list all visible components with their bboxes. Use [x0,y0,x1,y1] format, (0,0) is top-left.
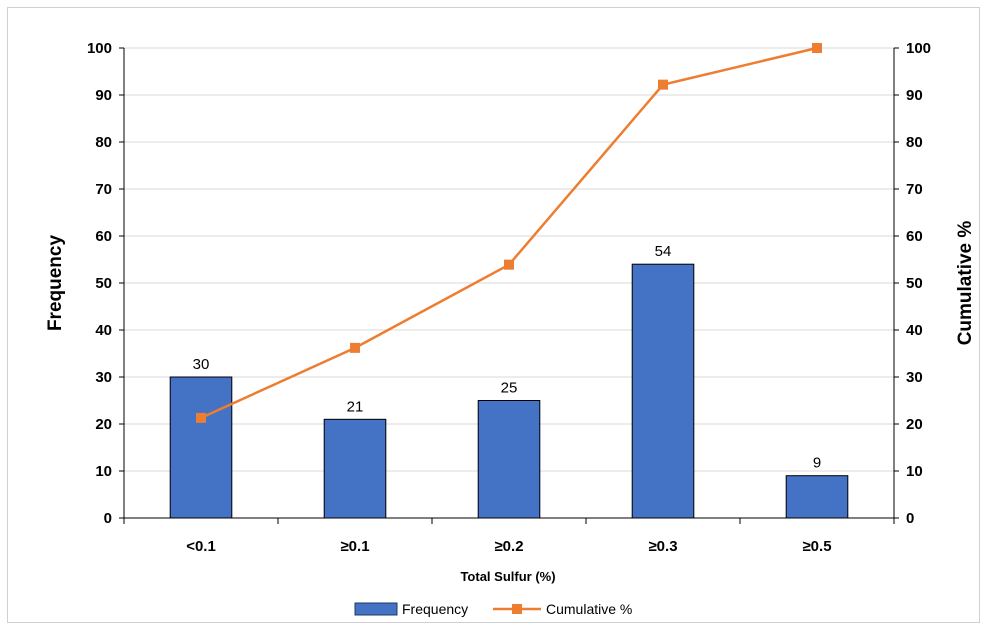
bar [169,376,233,519]
bar-data-label: 30 [193,356,210,373]
y2-axis-title: Cumulative % [955,221,976,346]
cumulative-point [196,412,206,423]
legend: Frequency Cumulative % [354,601,632,617]
y2-tick-label: 70 [906,181,923,198]
gridlines [124,47,894,472]
x-tick-label: ≥0.3 [648,538,677,555]
y-tick-label: 100 [87,40,112,57]
y-axis-title: Frequency [45,235,66,332]
legend-cumulative-label: Cumulative % [546,601,632,617]
y2-tick-label: 90 [906,87,923,104]
bar-data-label: 21 [347,398,364,415]
x-axis-title: Total Sulfur (%) [460,569,555,584]
y-tick-label: 40 [95,322,112,339]
bar-data-label: 54 [655,243,672,260]
x-tick-label: ≥0.1 [340,538,369,555]
y-tick-label: 50 [95,275,112,292]
cumulative-point [350,342,360,353]
x-tick-label: ≥0.5 [802,538,831,555]
legend-cumulative-marker [512,604,522,614]
bars [169,263,849,519]
cumulative-series-line [200,46,818,420]
y2-tick-label: 60 [906,228,923,245]
y2-tick-label: 100 [906,40,931,57]
cumulative-point [812,43,822,53]
cumulative-line [196,43,822,423]
x-tick-label: ≥0.2 [494,538,523,555]
y-tick-label: 10 [95,463,112,480]
y-tick-label: 0 [104,510,112,527]
bar [785,475,849,519]
y2-tick-label: 20 [906,416,923,433]
y2-tick-label: 30 [906,369,923,386]
bar [323,418,387,519]
legend-frequency-label: Frequency [402,601,468,617]
axes [119,47,899,524]
chart-frame [7,7,980,623]
y2-tick-label: 0 [906,510,914,527]
bar-data-label: 9 [813,455,821,472]
y-tick-label: 90 [95,87,112,104]
y2-tick-label: 80 [906,134,923,151]
legend-frequency-swatch [354,602,398,616]
y-tick-label: 60 [95,228,112,245]
cumulative-point [658,79,668,90]
y-tick-label: 20 [95,416,112,433]
bar [477,400,541,519]
tick-labels: 0 10 20 30 40 50 60 70 80 90 100 0 10 20 30 40 50 60 70 80 9… [87,40,931,555]
y2-tick-label: 50 [906,275,923,292]
y2-tick-label: 10 [906,463,923,480]
x-tick-label: <0.1 [186,538,216,555]
y-tick-label: 70 [95,181,112,198]
cumulative-point [504,259,514,270]
bar [631,263,695,519]
y-tick-label: 80 [95,134,112,151]
y-tick-label: 30 [95,369,112,386]
y2-tick-label: 40 [906,322,923,339]
bar-data-label: 25 [501,380,518,397]
